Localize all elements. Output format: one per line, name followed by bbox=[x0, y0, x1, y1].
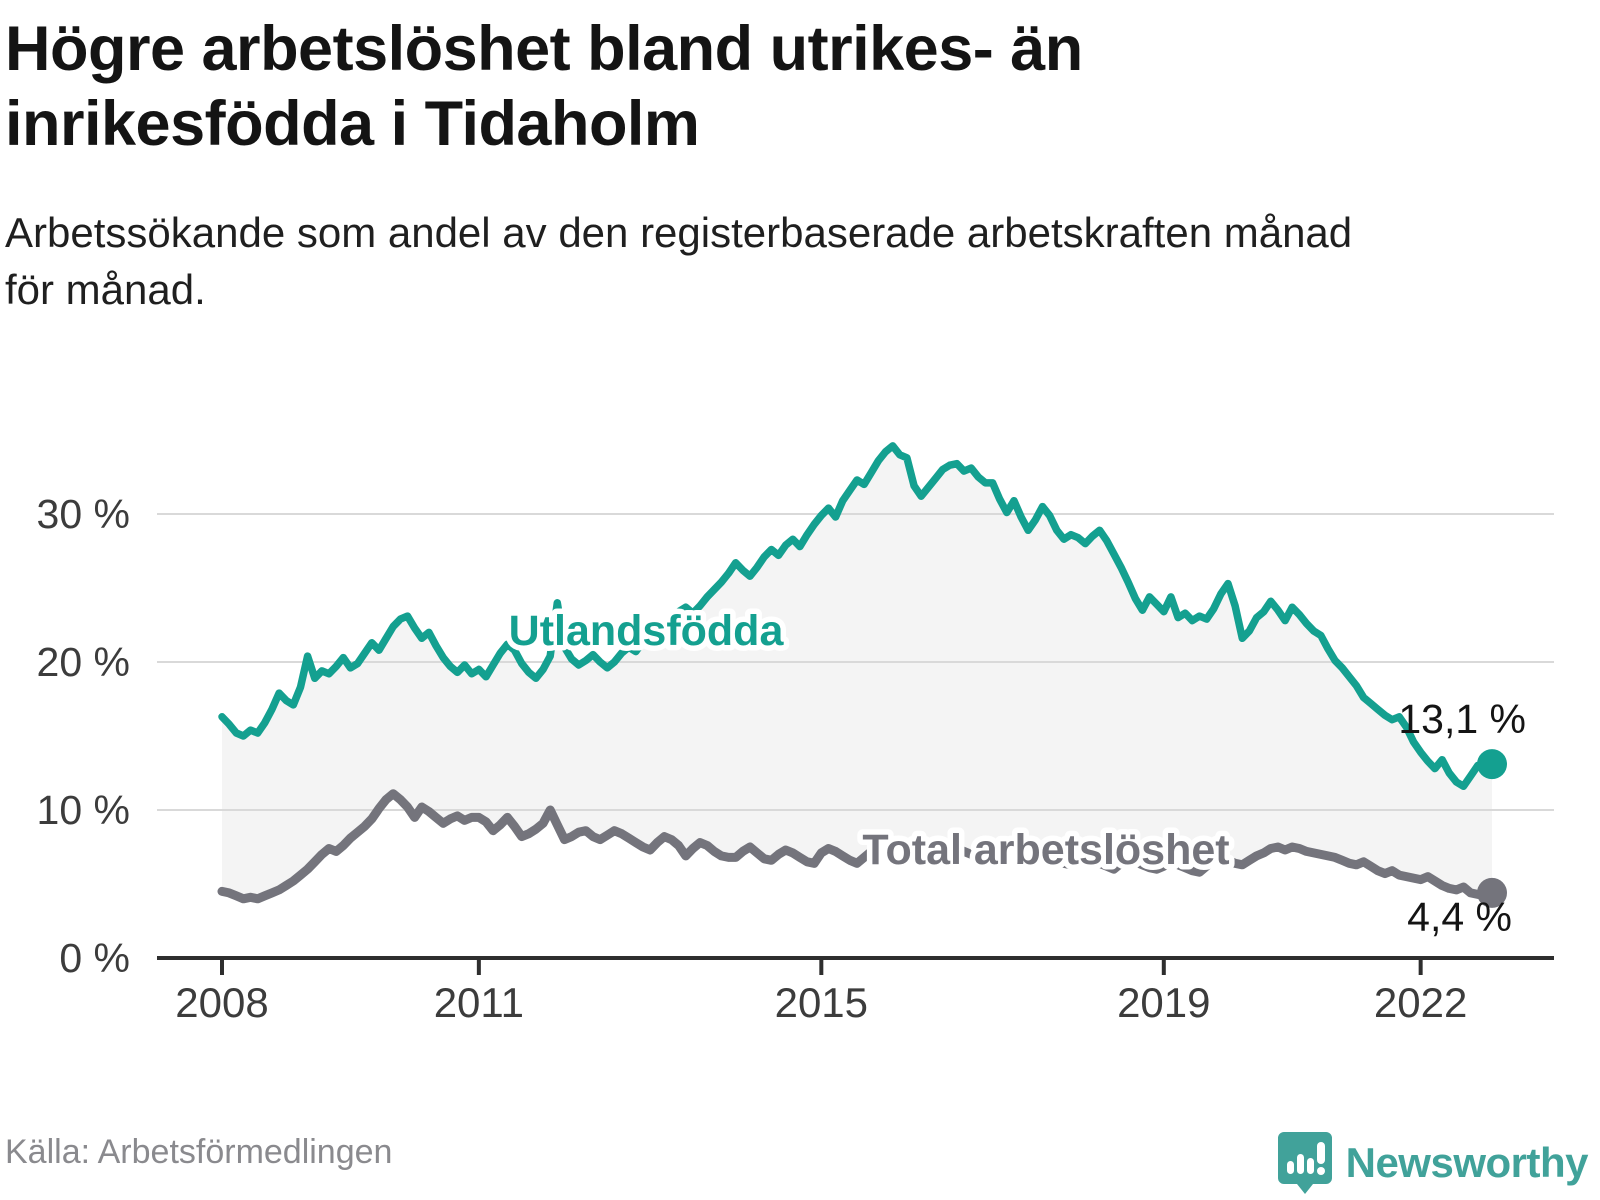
source-note: Källa: Arbetsförmedlingen bbox=[5, 1133, 393, 1171]
y-axis-label-10: 10 % bbox=[37, 787, 130, 833]
newsworthy-logo-icon bbox=[1277, 1132, 1332, 1194]
end-value-label-utlandsfodda: 13,1 % bbox=[1398, 696, 1526, 742]
end-value-label-total: 4,4 % bbox=[1407, 894, 1512, 940]
logo-exclamation-bar bbox=[1316, 1142, 1325, 1164]
line-utlandsfodda bbox=[218, 442, 1496, 791]
logo-bar-3 bbox=[1306, 1158, 1314, 1174]
y-axis-label-30: 30 % bbox=[37, 491, 130, 537]
page-title: Högre arbetslöshet bland utrikes- än inr… bbox=[5, 12, 1525, 162]
x-axis-label-2008: 2008 bbox=[175, 979, 268, 1026]
title-line-1: Högre arbetslöshet bland utrikes- än bbox=[5, 14, 1083, 84]
x-axis-label-2015: 2015 bbox=[775, 979, 868, 1026]
logo-bar-1 bbox=[1286, 1161, 1294, 1174]
y-axis-label-20: 20 % bbox=[37, 639, 130, 685]
series-band-fill bbox=[222, 445, 1492, 899]
subtitle-line-2: för månad. bbox=[5, 266, 206, 313]
x-axis-label-2019: 2019 bbox=[1117, 979, 1210, 1026]
end-dot-total bbox=[1477, 877, 1507, 908]
chart-subtitle: Arbetssökande som andel av den registerb… bbox=[5, 204, 1565, 318]
newsworthy-logo: Newsworthy bbox=[1277, 1132, 1589, 1194]
title-line-2: inrikesfödda i Tidaholm bbox=[5, 89, 700, 159]
y-axis-label-0: 0 % bbox=[59, 935, 130, 981]
end-dot-utlandsfodda bbox=[1477, 749, 1507, 780]
logo-bubble bbox=[1277, 1132, 1332, 1194]
x-axis-label-2022: 2022 bbox=[1374, 979, 1467, 1026]
series-label-utlandsfodda: Utlandsfödda bbox=[509, 607, 785, 655]
series-label-total: Total arbetslöshet bbox=[862, 826, 1229, 874]
subtitle-line-1: Arbetssökande som andel av den registerb… bbox=[5, 209, 1353, 256]
newsworthy-wordmark: Newsworthy bbox=[1345, 1139, 1589, 1186]
line-total bbox=[217, 789, 1497, 904]
logo-bar-2 bbox=[1296, 1154, 1304, 1174]
logo-exclamation-dot bbox=[1316, 1167, 1325, 1175]
x-axis-label-2011: 2011 bbox=[434, 979, 524, 1026]
